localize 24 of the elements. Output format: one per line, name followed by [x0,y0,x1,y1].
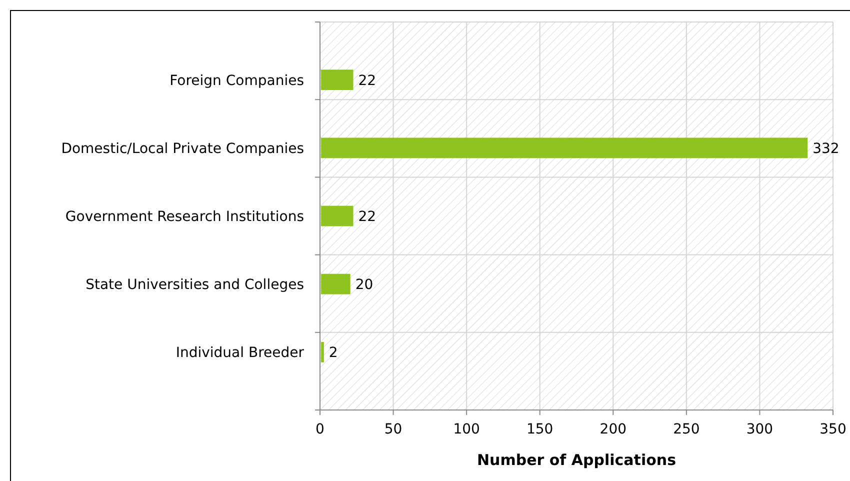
x-tick-label: 250 [673,421,700,438]
y-tick-label: Domestic/Local Private Companies [61,140,304,157]
data-label: 22 [358,72,376,89]
x-tick-label: 150 [526,421,554,438]
y-tick-label: Foreign Companies [170,72,304,89]
data-label: 20 [355,276,374,293]
bar [321,206,354,226]
y-tick-label: Individual Breeder [176,345,304,362]
bar [321,138,808,158]
bar [321,70,354,90]
data-label: 22 [358,208,376,225]
x-tick-label: 100 [453,421,480,438]
bar [321,274,350,294]
data-label: 332 [812,140,840,157]
x-tick-label: 300 [746,421,774,438]
y-tick-label: State Universities and Colleges [86,276,304,293]
x-tick-label: 350 [820,421,846,438]
x-tick-label: 200 [600,421,627,438]
data-label: 2 [328,345,338,362]
x-tick-label: 0 [316,421,324,438]
y-tick-label: Government Research Institutions [65,208,304,225]
x-tick-label: 50 [384,421,402,438]
bar [321,342,324,362]
x-axis-title: Number of Applications [476,451,676,469]
